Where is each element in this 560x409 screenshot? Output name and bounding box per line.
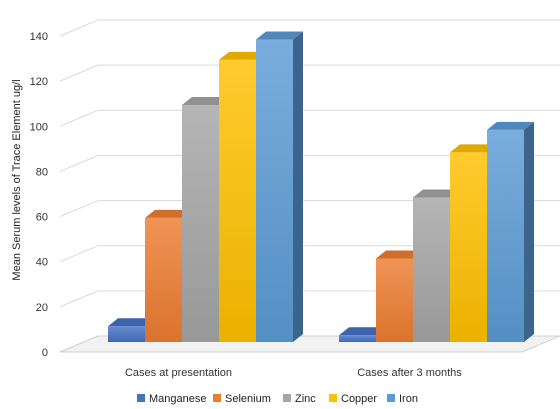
legend-swatch — [137, 394, 145, 402]
bar-iron — [487, 121, 534, 342]
y-tick-label: 140 — [30, 31, 48, 43]
x-category-label: Cases after 3 months — [357, 367, 462, 379]
gridline — [59, 64, 560, 82]
bar-iron — [256, 31, 303, 343]
legend-swatch — [329, 394, 337, 402]
y-tick-label: 20 — [36, 302, 48, 314]
gridline — [59, 200, 560, 218]
legend-item-copper: Copper — [329, 393, 377, 405]
legend-item-selenium: Selenium — [213, 393, 271, 405]
x-category-label: Cases at presentation — [125, 367, 232, 379]
legend-label: Iron — [399, 393, 418, 405]
legend-item-manganese: Manganese — [137, 393, 207, 405]
y-axis-label: Mean Serum levels of Trace Element ug/l — [11, 79, 23, 280]
gridlines — [59, 19, 560, 353]
gridline — [59, 109, 560, 127]
x-axis-categories: Cases at presentation Cases after 3 month… — [125, 367, 462, 379]
y-tick-label: 120 — [30, 76, 48, 88]
legend-swatch — [283, 394, 291, 402]
legend-label: Zinc — [295, 393, 316, 405]
gridline — [59, 19, 560, 37]
y-tick-label: 100 — [30, 121, 48, 133]
legend-label: Copper — [341, 393, 377, 405]
legend-label: Manganese — [149, 393, 207, 405]
legend-item-iron: Iron — [387, 393, 418, 405]
legend-swatch — [387, 394, 395, 402]
y-tick-label: 60 — [36, 212, 48, 224]
y-axis-ticks: 0 20 40 60 80 100 120 140 — [30, 31, 48, 359]
y-tick-label: 40 — [36, 257, 48, 269]
gridline — [59, 245, 560, 263]
legend-label: Selenium — [225, 393, 271, 405]
y-tick-label: 0 — [42, 347, 48, 359]
gridline — [59, 154, 560, 172]
legend: Manganese Selenium Zinc Copper Iron — [137, 393, 418, 405]
bars — [108, 31, 534, 343]
legend-item-zinc: Zinc — [283, 393, 316, 405]
legend-swatch — [213, 394, 221, 402]
y-tick-label: 80 — [36, 166, 48, 178]
